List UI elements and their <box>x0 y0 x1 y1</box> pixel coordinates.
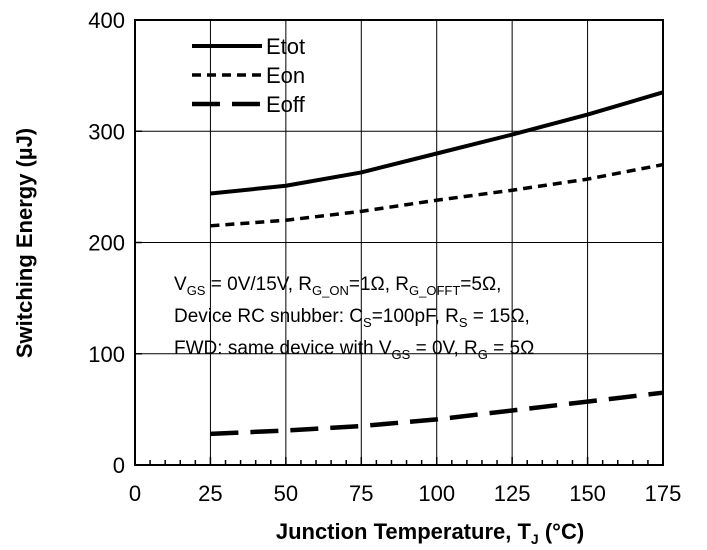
annotation-subscript: G_ON <box>312 283 349 298</box>
annotation-text: = 0V/15V, R <box>205 274 312 295</box>
x-tick-label: 0 <box>129 481 141 506</box>
legend-label-eoff: Eoff <box>266 92 306 117</box>
annotation-text: = 5Ω <box>488 338 534 359</box>
series-line-eon <box>210 162 664 228</box>
annotation-text: V <box>174 274 187 295</box>
annotation-line-1: VGS = 0V/15V, RG_ON=1Ω, RG_OFFT=5Ω, <box>174 274 501 298</box>
grid-lines <box>135 20 663 465</box>
x-tick-label: 100 <box>418 481 455 506</box>
x-tick-label: 75 <box>349 481 373 506</box>
x-tick-label: 150 <box>569 481 606 506</box>
series-group <box>210 90 664 437</box>
y-tick-label: 200 <box>88 231 125 256</box>
x-tick-label: 50 <box>274 481 298 506</box>
y-axis-title: Switching Energy (µJ) <box>12 128 37 358</box>
annotation-text: =5Ω, <box>460 274 501 295</box>
x-tick-label: 25 <box>198 481 222 506</box>
y-tick-label: 100 <box>88 342 125 367</box>
x-tick-label: 125 <box>494 481 531 506</box>
x-axis-title-main: Junction Temperature, T <box>276 519 532 544</box>
annotation-subscript: GS <box>392 347 411 362</box>
series-line-etot <box>210 90 664 196</box>
y-tick-label: 300 <box>88 119 125 144</box>
annotation-text: =1Ω, R <box>349 274 409 295</box>
annotation-text: = 0V, R <box>410 338 477 359</box>
x-axis-title-unit: (°C) <box>539 519 584 544</box>
x-axis-title: Junction Temperature, TJ (°C) <box>276 519 584 547</box>
annotation-subscript: S <box>363 315 372 330</box>
annotation-line-3: FWD: same device with VGS = 0V, RG = 5Ω <box>174 338 534 362</box>
y-tick-labels: 0 100 200 300 400 <box>88 8 125 478</box>
annotation-text: =100pF, R <box>372 306 459 327</box>
annotation-text: Device RC snubber: C <box>174 306 363 327</box>
plot-frame <box>134 19 664 466</box>
annotation-subscript: G <box>478 347 488 362</box>
annotation-subscript: GS <box>187 283 206 298</box>
x-tick-labels: 0 25 50 75 100 125 150 175 <box>129 481 681 506</box>
x-axis-title-subscript: J <box>531 531 539 547</box>
series-line-eoff <box>210 390 664 437</box>
annotation-text: = 15Ω, <box>468 306 530 327</box>
annotation-subscript: S <box>459 315 468 330</box>
legend: Etot Eon Eoff <box>192 34 306 117</box>
y-tick-label: 400 <box>88 8 125 33</box>
annotation-text: FWD: same device with V <box>174 338 392 359</box>
x-tick-label: 175 <box>645 481 682 506</box>
legend-label-eon: Eon <box>266 63 305 88</box>
annotation-subscript: G_OFFT <box>409 283 460 298</box>
annotation-line-2: Device RC snubber: CS=100pF, RS = 15Ω, <box>174 306 530 330</box>
y-tick-label: 0 <box>113 453 125 478</box>
conditions-annotation: VGS = 0V/15V, RG_ON=1Ω, RG_OFFT=5Ω,Devic… <box>174 274 534 362</box>
legend-label-etot: Etot <box>266 34 305 59</box>
